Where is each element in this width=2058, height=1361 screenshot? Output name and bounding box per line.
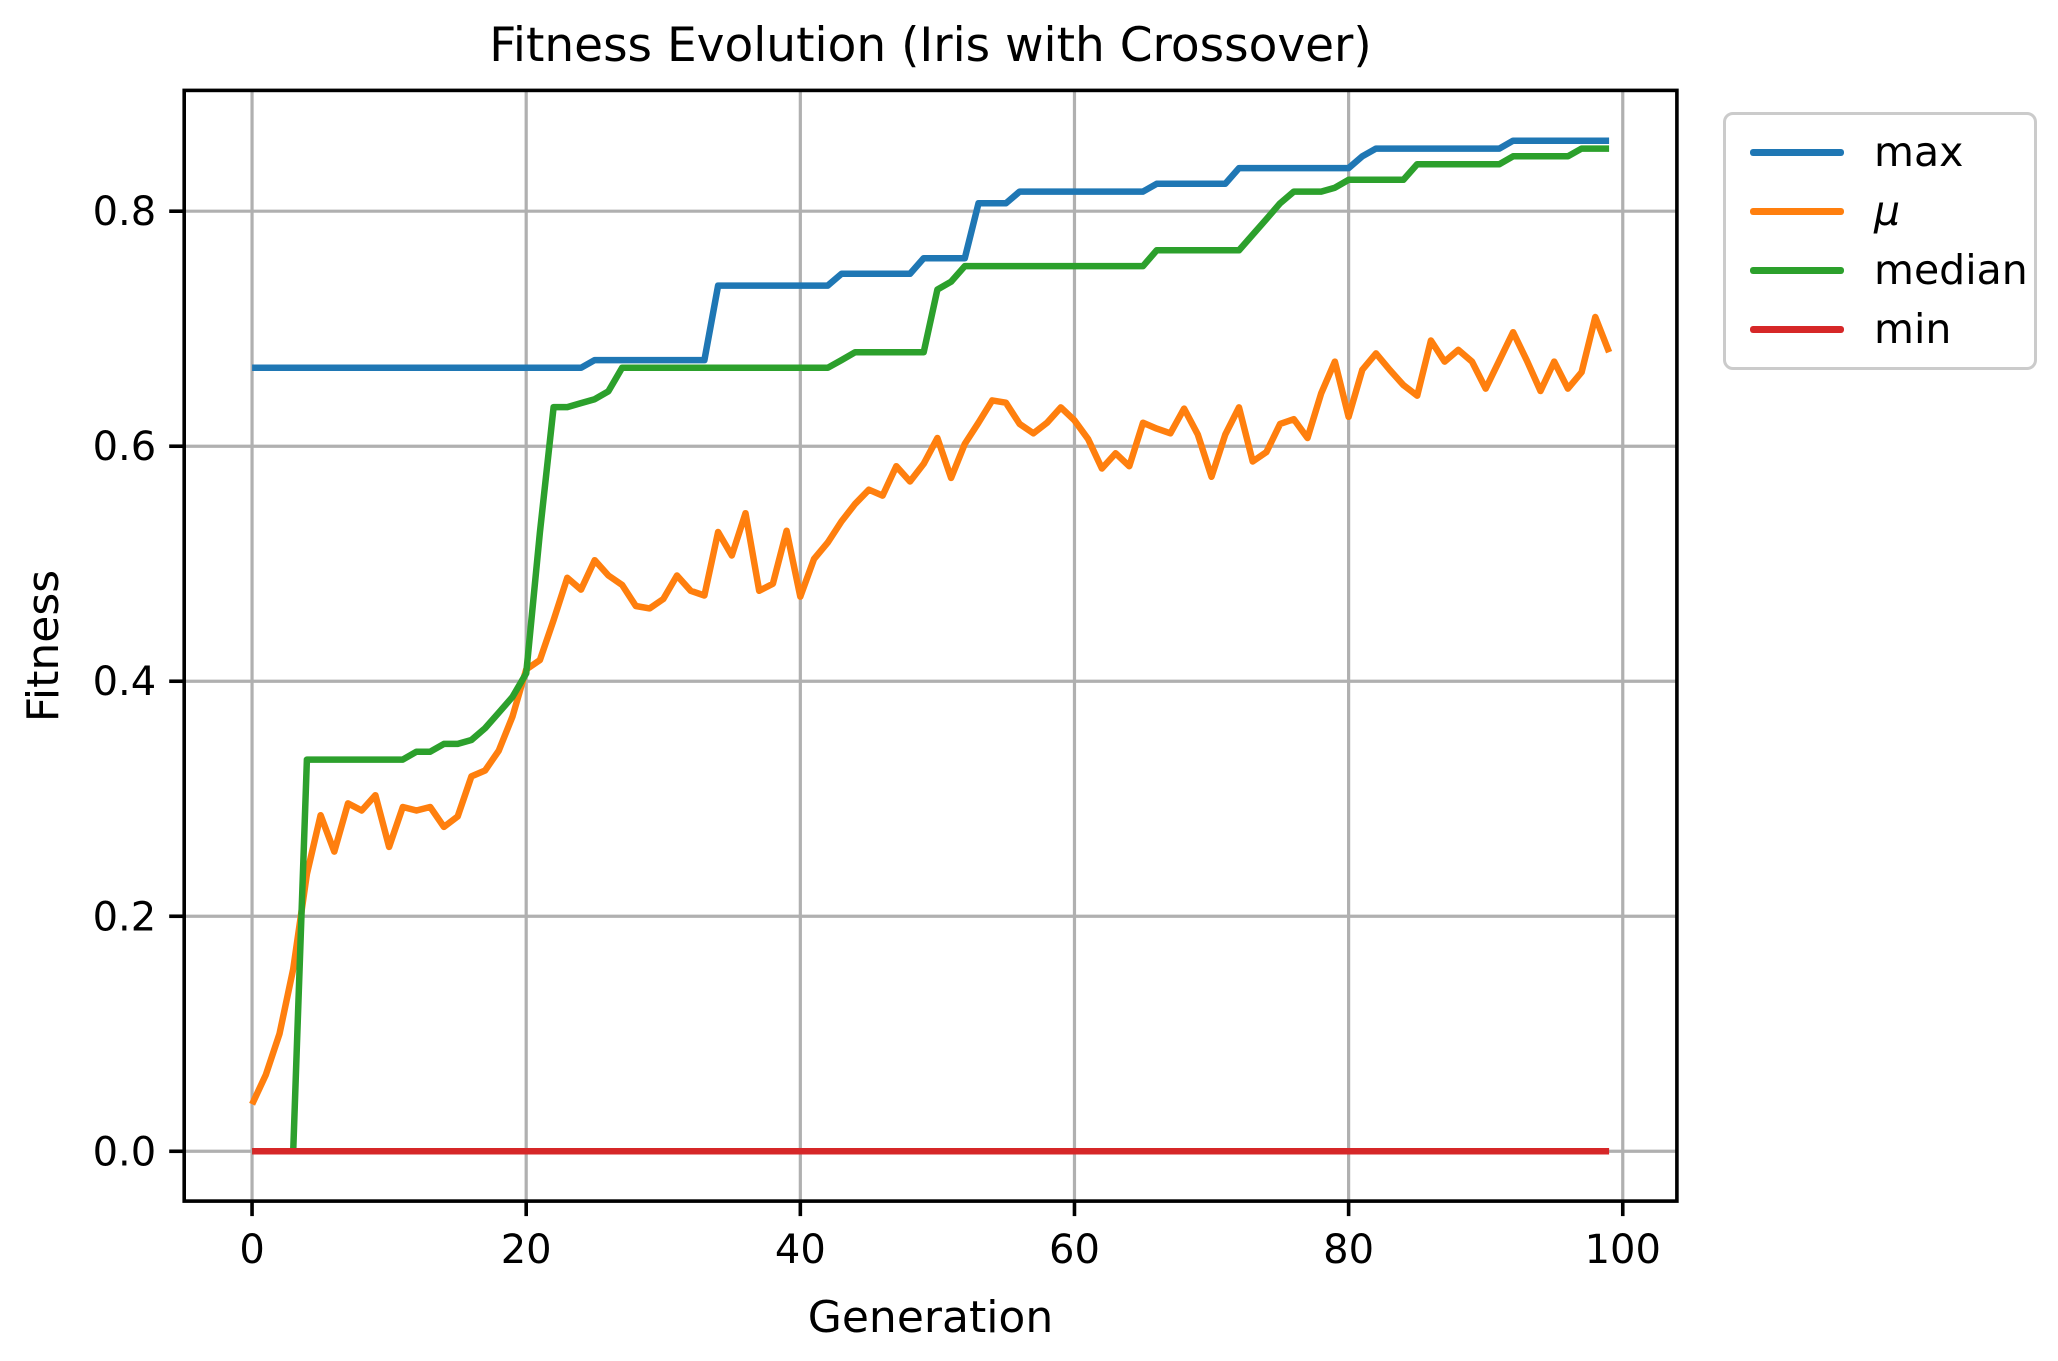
chart-title: Fitness Evolution (Iris with Crossover): [489, 18, 1372, 73]
legend-item-μ: μ: [1750, 182, 2024, 241]
legend-swatch-min: [1750, 326, 1844, 333]
y-axis-label: Fitness: [18, 569, 69, 723]
tick-label-y: 0.4: [93, 659, 157, 705]
legend-item-median: median: [1750, 241, 2028, 300]
tick-label-x: 60: [1049, 1227, 1100, 1273]
tick-label-y: 0.0: [93, 1129, 157, 1175]
tick-label-y: 0.2: [93, 894, 157, 940]
series-line-median: [252, 145, 1610, 1155]
legend-item-max: max: [1750, 123, 2024, 182]
series-line-μ: [249, 313, 1613, 1106]
x-axis-label: Generation: [807, 1292, 1054, 1343]
legend-item-min: min: [1750, 300, 2024, 359]
tick-label-x: 0: [239, 1227, 264, 1273]
legend-label-μ: μ: [1874, 187, 1901, 235]
legend-label-max: max: [1874, 128, 1964, 176]
legend-swatch-μ: [1750, 208, 1844, 215]
tick-label-x: 80: [1323, 1227, 1374, 1273]
plot-border: [182, 88, 1679, 1203]
legend-label-min: min: [1874, 305, 1952, 353]
tick-label-x: 100: [1585, 1227, 1661, 1273]
legend: max μ median min: [1723, 112, 2037, 370]
tick-label-y: 0.8: [93, 189, 157, 235]
legend-swatch-max: [1750, 149, 1844, 156]
series-line-max: [252, 137, 1610, 372]
tick-label-y: 0.6: [93, 424, 157, 470]
legend-label-median: median: [1874, 246, 2028, 294]
legend-swatch-median: [1750, 267, 1844, 274]
tick-label-x: 40: [775, 1227, 826, 1273]
tick-label-x: 20: [501, 1227, 552, 1273]
